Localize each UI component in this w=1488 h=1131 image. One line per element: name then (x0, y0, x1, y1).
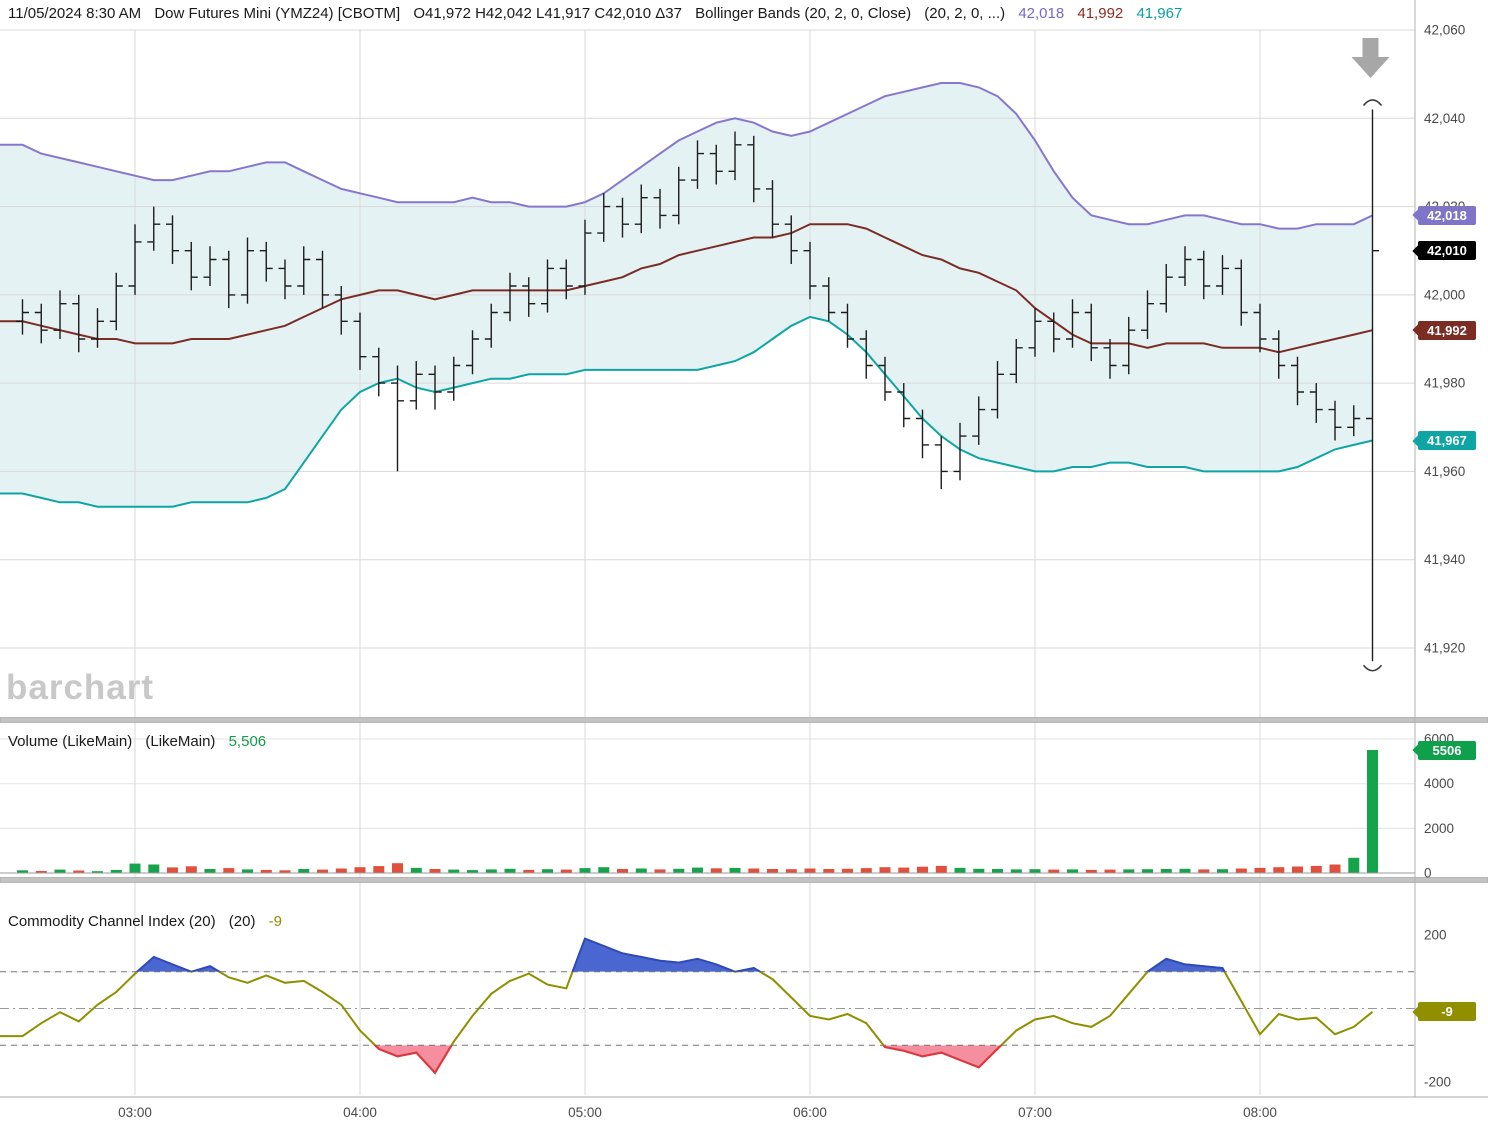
bb-lower-price-badge: 41,967 (1418, 431, 1476, 451)
cci-current-value: -9 (268, 913, 282, 930)
barchart-logo: barchart (6, 668, 155, 707)
bb-middle-price-badge: 41,992 (1418, 320, 1476, 340)
svg-text:07:00: 07:00 (1018, 1105, 1052, 1120)
volume-current-value: 5,506 (228, 733, 267, 750)
svg-text:41,980: 41,980 (1424, 376, 1465, 391)
volume-study-params: (LikeMain) (145, 733, 216, 750)
svg-text:42,000: 42,000 (1424, 287, 1465, 302)
cci-value-badge: -9 (1418, 1002, 1476, 1022)
svg-text:42,040: 42,040 (1424, 111, 1465, 126)
header-bb-middle-value: 41,992 (1077, 5, 1124, 22)
volume-panel-header: Volume (LikeMain) (LikeMain) 5,506 (8, 733, 275, 750)
volume-value-badge: 5506 (1418, 740, 1476, 760)
header-bb-lower-value: 41,967 (1136, 5, 1183, 22)
svg-text:41,940: 41,940 (1424, 552, 1465, 567)
header-datetime: 11/05/2024 8:30 AM (8, 5, 142, 22)
main-chart-header: 11/05/2024 8:30 AM Dow Futures Mini (YMZ… (8, 5, 1191, 22)
svg-text:0: 0 (1424, 866, 1432, 881)
cci-panel-header: Commodity Channel Index (20) (20) -9 (8, 913, 291, 930)
svg-text:200: 200 (1424, 928, 1447, 943)
header-symbol: Dow Futures Mini (YMZ24) [CBOTM] (154, 5, 401, 22)
svg-text:05:00: 05:00 (568, 1105, 602, 1120)
header-study-label: Bollinger Bands (20, 2, 0, Close) (695, 5, 912, 22)
svg-text:42,060: 42,060 (1424, 23, 1465, 38)
last-price-badge: 42,010 (1418, 241, 1476, 261)
svg-text:4000: 4000 (1424, 776, 1454, 791)
cci-study-params: (20) (228, 913, 256, 930)
svg-text:06:00: 06:00 (793, 1105, 827, 1120)
svg-text:03:00: 03:00 (118, 1105, 152, 1120)
svg-text:2000: 2000 (1424, 821, 1454, 836)
svg-text:41,920: 41,920 (1424, 641, 1465, 656)
header-study-params: (20, 2, 0, ...) (924, 5, 1006, 22)
bb-upper-price-badge: 42,018 (1418, 205, 1476, 225)
volume-study-label: Volume (LikeMain) (8, 733, 133, 750)
svg-text:04:00: 04:00 (343, 1105, 377, 1120)
header-ohlc-values: O41,972 H42,042 L41,917 C42,010 Δ37 (413, 5, 682, 22)
svg-text:08:00: 08:00 (1243, 1105, 1277, 1120)
cci-study-label: Commodity Channel Index (20) (8, 913, 216, 930)
svg-text:-200: -200 (1424, 1075, 1451, 1090)
svg-text:41,960: 41,960 (1424, 464, 1465, 479)
header-bb-upper-value: 42,018 (1018, 5, 1065, 22)
